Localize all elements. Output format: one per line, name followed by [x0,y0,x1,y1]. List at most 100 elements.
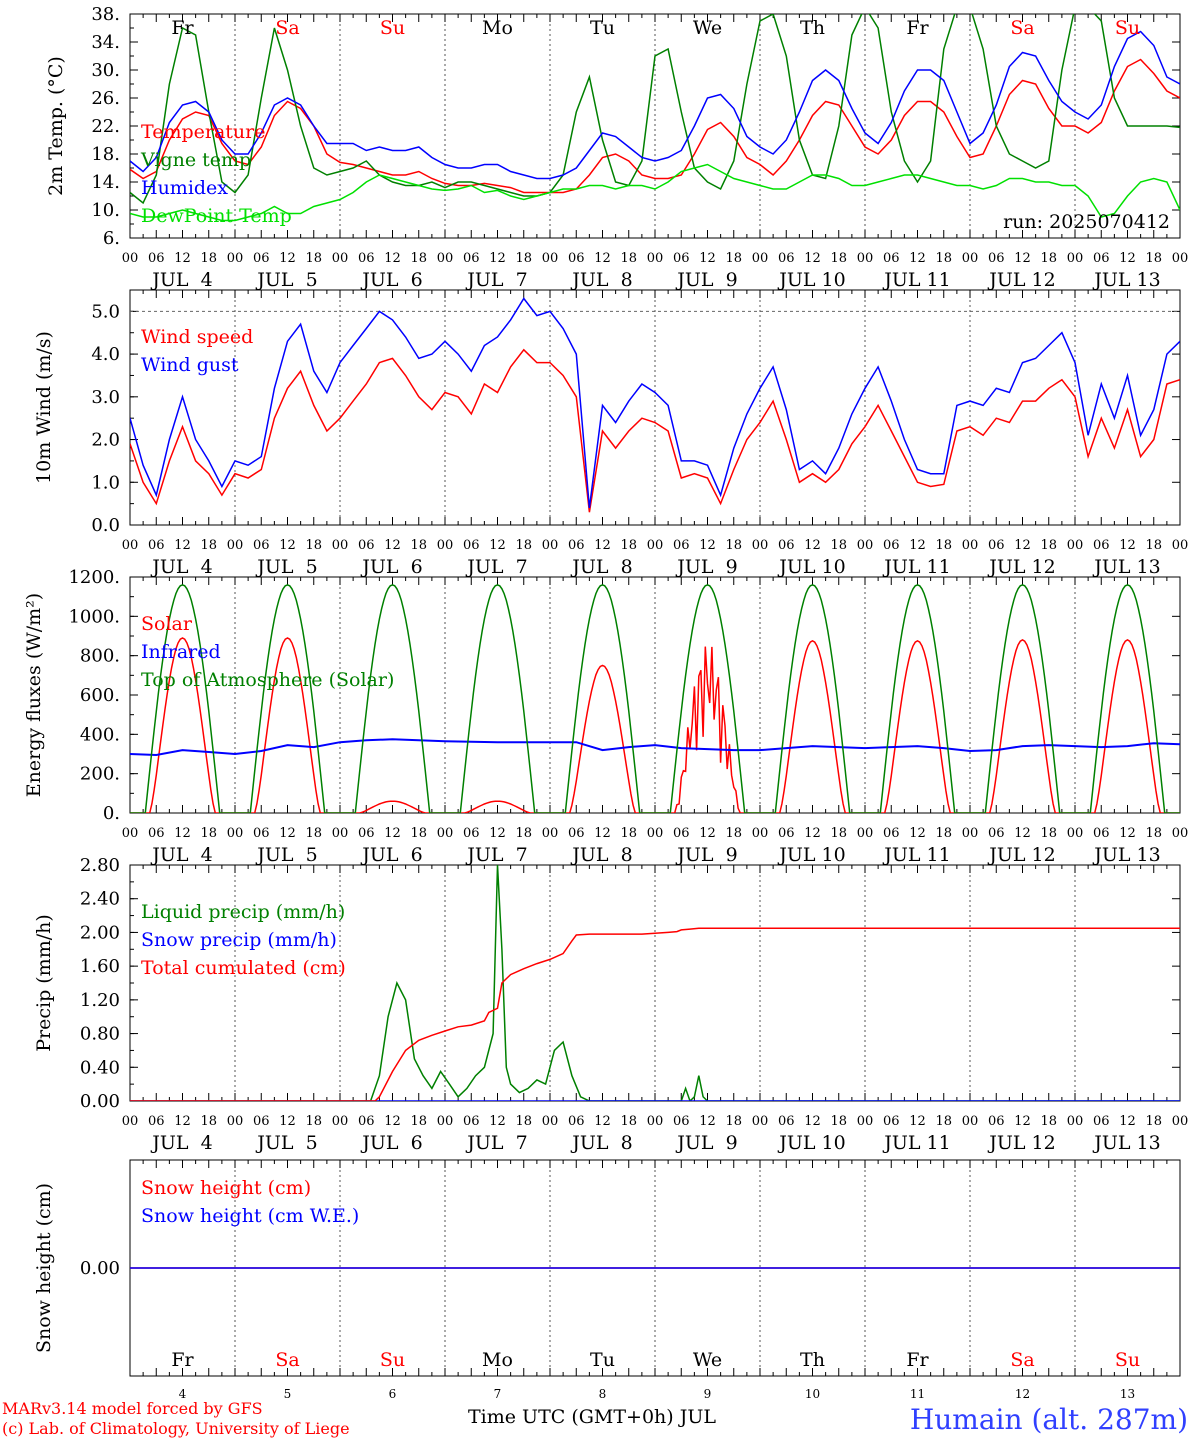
day-abbr-top: Fr [906,17,929,39]
hour-tick-label: 06 [1093,1114,1110,1129]
legend-entry: Infrared [141,641,221,663]
hour-tick-label: 00 [227,251,244,266]
hour-tick-label: 12 [699,251,716,266]
date-label: JUL 10 [777,844,845,866]
hour-tick-label: 06 [778,251,795,266]
hour-tick-label: 06 [253,251,270,266]
hour-tick-label: 12 [909,1114,926,1129]
date-label: JUL 7 [465,269,527,291]
day-abbr-bottom: Tu [590,1349,615,1371]
hour-tick-label: 06 [1093,826,1110,841]
hour-tick-label: 06 [778,1114,795,1129]
hour-tick-label: 06 [148,1114,165,1129]
hour-tick-label: 12 [279,826,296,841]
hour-tick-label: 18 [410,1114,427,1129]
y-tick-label: 1.0 [91,472,120,493]
legend-entry: Temperature [141,121,265,143]
legend-entry: Vigne temp [140,149,251,171]
y-axis-label: 2m Temp. (°C) [45,56,67,196]
hour-tick-label: 12 [804,251,821,266]
date-label: JUL 8 [570,844,632,866]
hour-tick-label: 12 [699,538,716,553]
hour-tick-label: 12 [1014,538,1031,553]
hour-tick-label: 12 [804,1114,821,1129]
date-label: JUL 9 [675,556,737,578]
day-number: 7 [494,1387,502,1401]
hour-tick-label: 00 [962,538,979,553]
y-tick-label: 1000. [68,606,120,627]
hour-tick-label: 12 [174,538,191,553]
hour-tick-label: 06 [988,826,1005,841]
hour-tick-label: 00 [857,826,874,841]
hour-tick-label: 18 [725,538,742,553]
date-label: JUL 6 [360,1132,422,1154]
hour-tick-label: 12 [909,826,926,841]
hour-tick-label: 06 [988,538,1005,553]
hour-tick-label: 18 [305,826,322,841]
hour-tick-label: 00 [752,826,769,841]
hour-tick-label: 12 [384,251,401,266]
hour-tick-label: 12 [174,826,191,841]
series-line-solar [130,637,1180,813]
date-label: JUL 13 [1092,269,1160,291]
date-label: JUL 6 [360,269,422,291]
hour-tick-label: 12 [174,1114,191,1129]
hour-tick-label: 00 [542,251,559,266]
hour-tick-label: 18 [305,251,322,266]
date-label: JUL 7 [465,844,527,866]
hour-tick-label: 06 [253,826,270,841]
hour-tick-label: 18 [1040,826,1057,841]
hour-tick-label: 18 [725,1114,742,1129]
hour-tick-label: 00 [332,1114,349,1129]
series-group [130,14,1180,222]
day-abbr-bottom: Fr [171,1349,194,1371]
date-label: JUL 9 [675,1132,737,1154]
hour-tick-label: 12 [279,251,296,266]
hour-tick-label: 06 [568,251,585,266]
hour-tick-label: 06 [883,826,900,841]
hour-tick-label: 00 [542,1114,559,1129]
hour-tick-label: 18 [935,251,952,266]
hour-tick-label: 06 [778,826,795,841]
hour-tick-label: 00 [647,826,664,841]
hour-tick-label: 06 [673,538,690,553]
hour-tick-label: 06 [463,1114,480,1129]
hour-tick-label: 06 [1093,251,1110,266]
hour-tick-label: 00 [857,1114,874,1129]
hour-tick-label: 18 [1040,1114,1057,1129]
hour-tick-label: 12 [594,1114,611,1129]
hour-tick-label: 18 [935,538,952,553]
y-tick-label: 0.40 [80,1057,120,1078]
hour-tick-label: 12 [594,826,611,841]
hour-tick-label: 00 [227,538,244,553]
hour-tick-label: 06 [463,826,480,841]
hour-tick-label: 18 [1145,538,1162,553]
hour-tick-label: 00 [437,538,454,553]
hour-tick-label: 06 [1093,538,1110,553]
hour-tick-label: 00 [1067,826,1084,841]
day-abbr-bottom: Fr [906,1349,929,1371]
legend-entry: Snow precip (mm/h) [141,929,337,951]
hour-tick-label: 00 [962,251,979,266]
hour-tick-label: 12 [489,538,506,553]
hour-tick-label: 12 [489,1114,506,1129]
hour-tick-label: 12 [489,251,506,266]
day-abbr-top: Sa [1010,17,1034,39]
hour-tick-label: 12 [909,251,926,266]
date-label: JUL 10 [777,1132,845,1154]
date-label: JUL 8 [570,269,632,291]
y-tick-label: 2.40 [80,889,120,910]
hour-tick-label: 00 [542,538,559,553]
hour-tick-label: 00 [122,251,139,266]
y-tick-label: 3.0 [91,387,120,408]
credit-line-2: (c) Lab. of Climatology, University of L… [2,1419,350,1438]
hour-tick-label: 12 [594,538,611,553]
series-group [130,297,1180,513]
hour-tick-label: 00 [752,538,769,553]
day-abbr-bottom: Sa [1010,1349,1034,1371]
day-number: 10 [805,1387,820,1401]
day-number: 9 [704,1387,712,1401]
y-tick-label: 22. [91,116,120,137]
hour-tick-label: 18 [725,826,742,841]
date-label: JUL 4 [150,844,212,866]
